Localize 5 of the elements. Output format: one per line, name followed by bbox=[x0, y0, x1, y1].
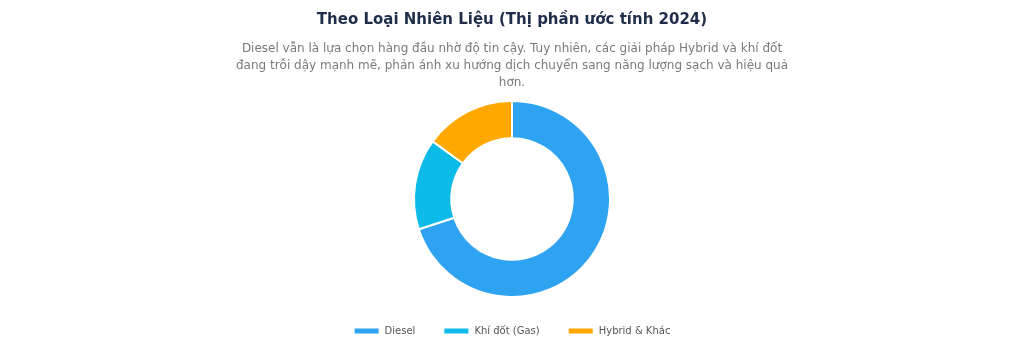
legend-label: Diesel bbox=[384, 324, 416, 336]
chart-subtitle: Diesel vẫn là lựa chọn hàng đầu nhờ độ tin cậy. Tuy nhiên, các giải pháp Hybrid và khí đốt đang trỗi dậy mạnh mẽ, phản ánh xu hướng dịch chuyển sang năng lượng sạch và hiệu quả hơn. bbox=[234, 40, 790, 91]
legend-label: Khí đốt (Gas) bbox=[474, 324, 540, 336]
chart-title: Theo Loại Nhiên Liệu (Thị phần ước tính 2024) bbox=[315, 9, 709, 30]
legend-label: Hybrid & Khác bbox=[598, 324, 671, 336]
